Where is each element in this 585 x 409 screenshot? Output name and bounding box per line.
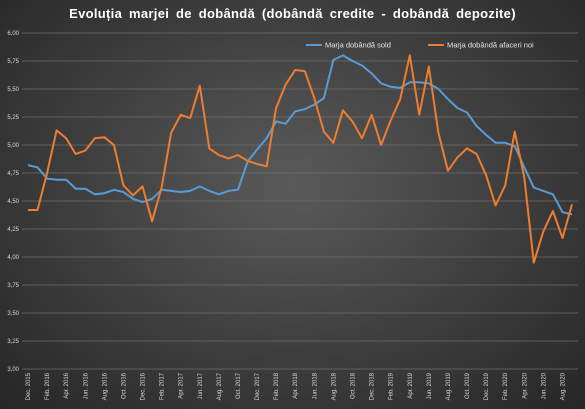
series-line-2: [28, 54, 573, 264]
x-tick-label: Aug. 2018: [331, 372, 337, 400]
x-tick-label: Feb. 2017: [160, 372, 166, 400]
series-lines: [27, 54, 573, 264]
x-tick-label: Dec. 2015: [26, 372, 32, 400]
y-axis-ticks: 3,00 3,25 3,50 3,75 4,00 4,25 4,50 4,75 5,00 5,25…: [7, 31, 19, 373]
x-tick-label: Apr. 2018: [293, 372, 299, 398]
y-tick-label: 4,00: [7, 255, 19, 261]
x-tick-label: Apr. 2020: [522, 372, 528, 398]
x-tick-label: Feb. 2016: [45, 372, 51, 400]
x-tick-label: Feb. 2020: [503, 372, 509, 400]
legend-label: Marja dobândă afaceri noi: [447, 41, 534, 50]
grid-lines: [22, 32, 578, 370]
x-tick-label: Apr. 2019: [408, 372, 414, 398]
x-tick-label: Aug. 2019: [446, 372, 452, 400]
y-tick-label: 3,00: [7, 367, 19, 373]
y-tick-label: 3,75: [7, 283, 19, 289]
y-tick-label: 4,25: [7, 227, 19, 233]
y-tick-label: 5,50: [7, 87, 19, 93]
x-tick-label: Jun. 2020: [541, 372, 547, 399]
x-axis-ticks: Dec. 2015 Feb. 2016 Apr. 2016 Jun. 2016 Aug.…: [26, 372, 566, 400]
x-tick-label: Aug. 2017: [217, 372, 223, 400]
legend-label: Marja dobândă sold: [325, 41, 391, 50]
y-tick-label: 3,50: [7, 311, 19, 317]
x-tick-label: Aug. 2020: [560, 372, 566, 400]
x-tick-label: Oct. 2019: [465, 372, 471, 399]
chart-title: Evoluția marjei de dobândă (dobândă cred…: [69, 6, 516, 21]
x-tick-label: Oct. 2018: [350, 372, 356, 399]
x-tick-label: Apr. 2016: [64, 372, 70, 398]
x-tick-label: Dec. 2017: [255, 372, 261, 400]
x-tick-label: Jun. 2018: [312, 372, 318, 399]
series-line-1: [27, 54, 573, 216]
x-tick-label: Aug. 2016: [102, 372, 108, 400]
x-tick-label: Oct. 2016: [121, 372, 127, 399]
y-tick-label: 5,25: [7, 115, 19, 121]
y-tick-label: 3,25: [7, 339, 19, 345]
legend: Marja dobândă sold Marja dobândă afaceri …: [306, 41, 534, 50]
x-tick-label: Jun. 2017: [198, 372, 204, 399]
y-tick-label: 5,75: [7, 59, 19, 65]
x-tick-label: Dec. 2019: [484, 372, 490, 400]
x-tick-label: Dec. 2018: [370, 372, 376, 400]
y-tick-label: 4,50: [7, 199, 19, 205]
y-tick-label: 5,00: [7, 143, 19, 149]
x-tick-label: Apr. 2017: [179, 372, 185, 398]
y-tick-label: 4,75: [7, 171, 19, 177]
x-tick-label: Jun. 2016: [83, 372, 89, 399]
x-tick-label: Feb. 2019: [389, 372, 395, 400]
x-tick-label: Dec. 2016: [141, 372, 147, 400]
x-tick-label: Jun. 2019: [427, 372, 433, 399]
x-tick-label: Feb. 2018: [274, 372, 280, 400]
y-tick-label: 6,00: [7, 31, 19, 37]
x-tick-label: Oct. 2017: [236, 372, 242, 399]
